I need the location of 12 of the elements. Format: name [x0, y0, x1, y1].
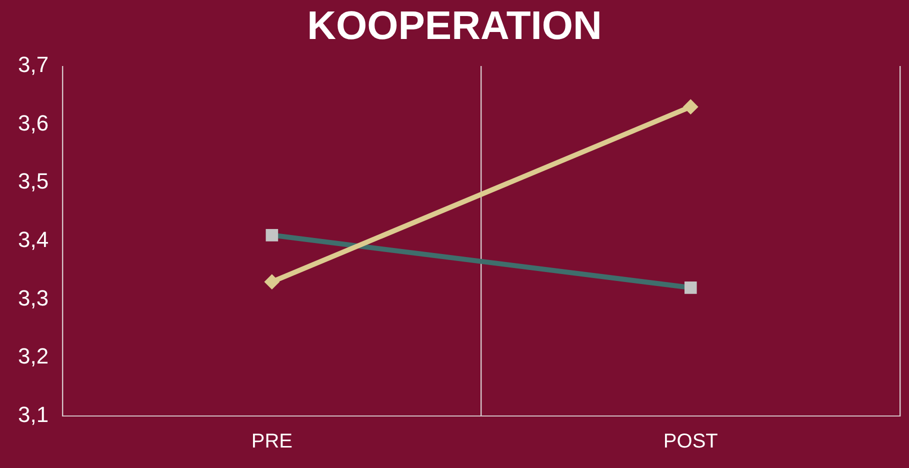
y-tick-label: 3,4 [18, 227, 49, 252]
point [683, 99, 698, 114]
y-tick-label: 3,1 [18, 402, 49, 428]
y-tick-label: 3,2 [18, 344, 49, 369]
x-tick-label: PRE [251, 430, 292, 453]
x-tick-label: POST [663, 430, 718, 453]
point [264, 274, 280, 290]
y-tick-label: 3,5 [18, 168, 49, 194]
y-tick-label: 3,3 [18, 285, 49, 310]
chart-title: KOOPERATION [307, 4, 602, 48]
y-tick-label: 3,7 [18, 52, 49, 78]
y-tick-label: 3,6 [18, 110, 49, 136]
